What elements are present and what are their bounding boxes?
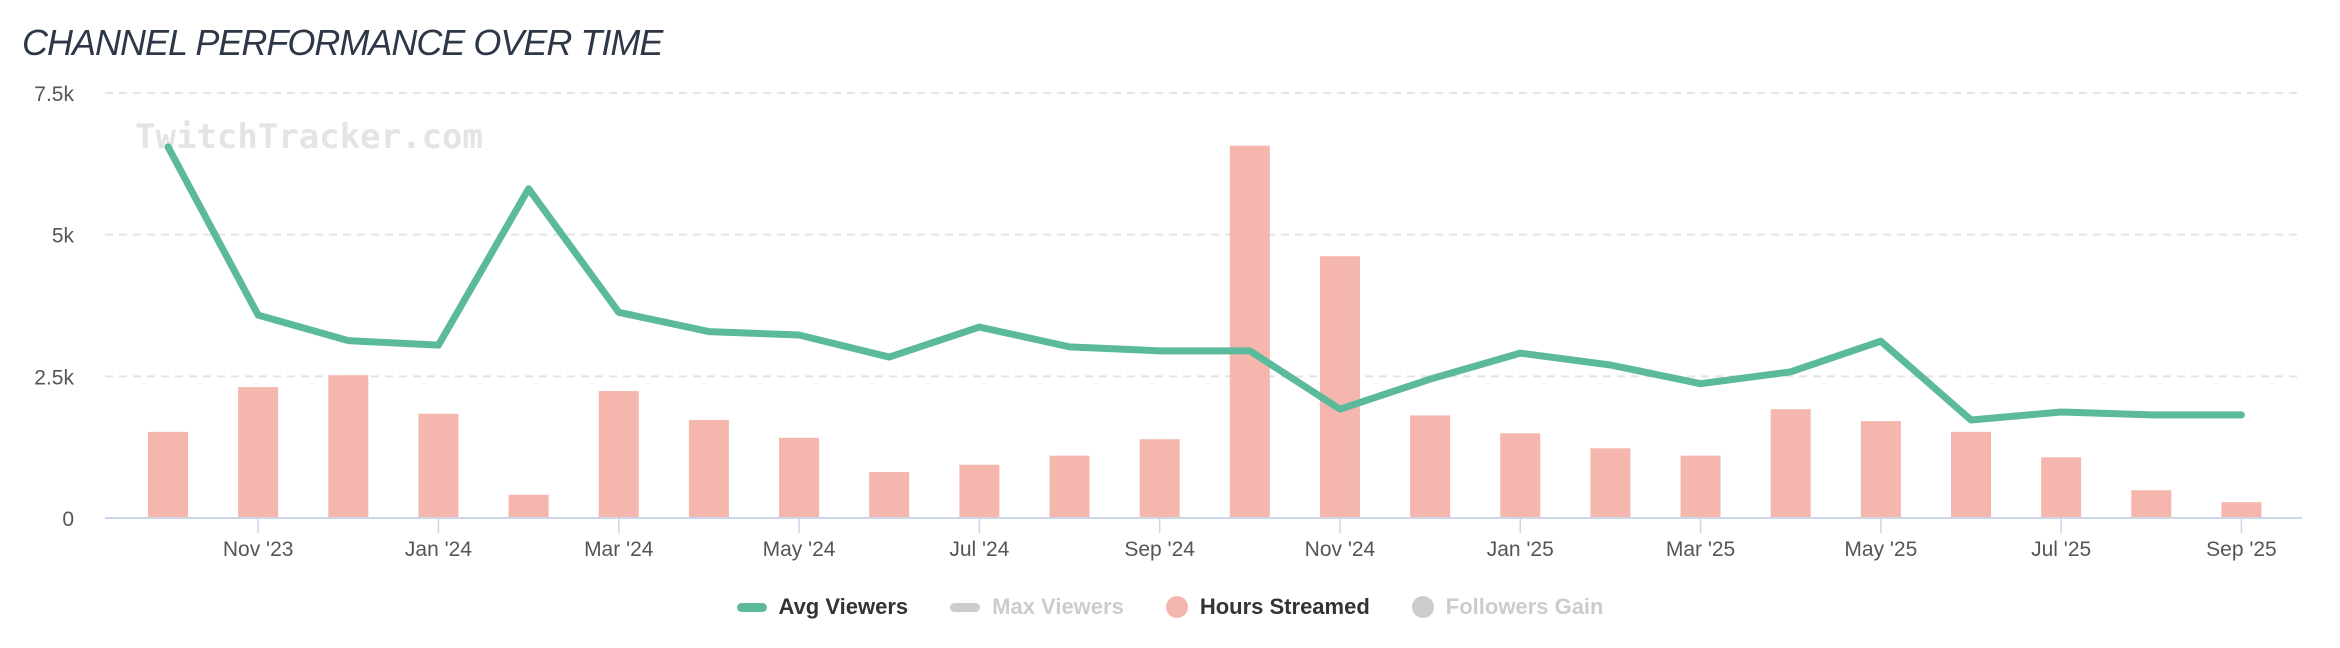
bar-hours-streamed	[779, 437, 820, 518]
bar-hours-streamed	[1139, 439, 1180, 518]
legend-label: Avg Viewers	[778, 594, 909, 619]
x-tick-label: Sep '24	[1124, 538, 1195, 561]
bar-hours-streamed	[959, 464, 1000, 518]
x-tick-label: Jan '24	[405, 538, 472, 561]
legend-dot-icon	[1411, 596, 1434, 618]
x-tick-label: Nov '24	[1305, 538, 1376, 561]
legend: Avg Viewers Max Viewers Hours Streamed Foll…	[0, 594, 2340, 620]
legend-item-avg-viewers[interactable]: Avg Viewers	[736, 594, 909, 620]
bar-hours-streamed	[1049, 455, 1090, 518]
legend-line-icon	[736, 602, 767, 612]
bar-hours-streamed	[418, 413, 459, 518]
bar-hours-streamed	[1319, 256, 1360, 518]
bar-hours-streamed	[1860, 421, 1901, 518]
y-tick-label: 0	[62, 508, 74, 531]
legend-label: Followers Gain	[1445, 594, 1604, 619]
y-tick-label: 7.5k	[34, 83, 74, 106]
bar-hours-streamed	[328, 375, 369, 518]
x-tick-label: Mar '25	[1666, 538, 1735, 561]
y-tick-label: 5k	[52, 225, 75, 248]
legend-item-followers-gain[interactable]: Followers Gain	[1411, 594, 1604, 620]
legend-item-hours-streamed[interactable]: Hours Streamed	[1165, 594, 1370, 620]
bar-hours-streamed	[1680, 455, 1721, 518]
x-tick-label: May '25	[1844, 538, 1917, 561]
x-tick-label: Jul '24	[949, 538, 1009, 561]
legend-dot-icon	[1165, 596, 1188, 618]
line-avg-viewers	[164, 143, 2245, 424]
x-tick-label: Nov '23	[223, 538, 294, 561]
y-tick-label: 2.5k	[34, 366, 74, 389]
bar-hours-streamed	[688, 419, 729, 518]
bar-hours-streamed	[598, 391, 639, 518]
legend-label: Max Viewers	[992, 594, 1124, 619]
x-tick-label: May '24	[763, 538, 836, 561]
bar-hours-streamed	[2041, 457, 2082, 518]
bar-hours-streamed	[508, 494, 549, 518]
x-tick-label: Jan '25	[1487, 538, 1554, 561]
x-tick-label: Sep '25	[2206, 538, 2277, 561]
x-tick-label: Mar '24	[584, 538, 654, 561]
bar-hours-streamed	[1229, 145, 1270, 518]
legend-line-icon	[950, 602, 981, 612]
bar-hours-streamed	[1500, 433, 1541, 518]
bar-hours-streamed	[238, 387, 279, 518]
legend-label: Hours Streamed	[1199, 594, 1370, 619]
bar-hours-streamed	[148, 431, 188, 518]
legend-item-max-viewers[interactable]: Max Viewers	[950, 594, 1124, 620]
chart-title: CHANNEL PERFORMANCE OVER TIME	[22, 22, 663, 63]
bar-hours-streamed	[1951, 431, 1991, 518]
bar-hours-streamed	[869, 472, 910, 518]
x-tick-label: Jul '25	[2031, 538, 2091, 561]
bar-hours-streamed	[2221, 502, 2262, 518]
bar-hours-streamed	[1410, 415, 1451, 518]
watermark: TwitchTracker.com	[135, 117, 483, 157]
bar-hours-streamed	[1590, 448, 1631, 518]
bar-hours-streamed	[2131, 490, 2172, 518]
bar-hours-streamed	[1770, 409, 1811, 518]
